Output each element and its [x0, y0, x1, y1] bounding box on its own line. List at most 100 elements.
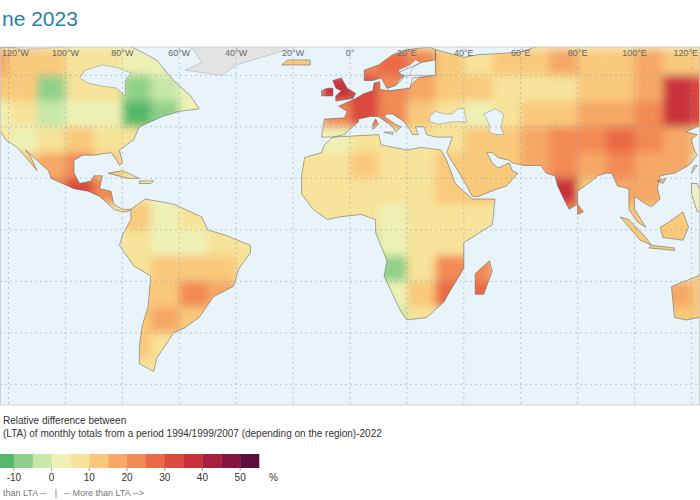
cell: [464, 178, 493, 204]
cell: [435, 204, 464, 230]
cell: [606, 230, 635, 256]
cell: [606, 178, 635, 204]
grid-line: [406, 47, 407, 405]
coastline: [672, 258, 700, 328]
cell: [208, 281, 237, 307]
colorbar-bin: [165, 454, 184, 468]
cell: [151, 333, 180, 359]
cell: [635, 230, 664, 256]
coastline: [384, 132, 393, 135]
cell: [549, 153, 578, 179]
cell: [151, 307, 180, 333]
coastline: [322, 47, 700, 227]
ocean: [0, 47, 700, 405]
cell: [407, 256, 436, 282]
cell: [293, 204, 322, 230]
water: [430, 109, 467, 125]
cell: [464, 256, 493, 282]
legend: Relative difference between (LTA) of mont…: [0, 415, 382, 498]
cell: [663, 204, 692, 230]
cell: [407, 101, 436, 127]
cell: [179, 307, 208, 333]
cell: [94, 204, 123, 230]
cell: [464, 75, 493, 101]
cell: [236, 230, 265, 256]
tick-label: 0°: [346, 48, 355, 58]
cell: [492, 178, 521, 204]
grid-line: [0, 229, 700, 230]
cell: [691, 281, 700, 307]
grid-line: [0, 384, 700, 385]
cell: [464, 127, 493, 153]
cell: [435, 153, 464, 179]
grid-line: [0, 332, 700, 333]
colorbar-tick: [13, 468, 14, 471]
colorbar-tick-label: 10: [84, 472, 96, 483]
cell: [435, 281, 464, 307]
colorbar-tick: [89, 468, 90, 471]
cell: [179, 230, 208, 256]
cell: [435, 230, 464, 256]
cell: [236, 256, 265, 282]
colorbar-tick: [51, 468, 52, 471]
coastline: [657, 178, 666, 183]
legend-title: Relative difference between: [3, 415, 126, 426]
cell: [606, 153, 635, 179]
cell: [122, 178, 151, 204]
grid-line: [463, 47, 464, 405]
cell: [9, 101, 38, 127]
cell: [151, 256, 180, 282]
cell: [9, 75, 38, 101]
coastline: [282, 60, 311, 65]
grid-line: [8, 47, 9, 405]
tick-label: 80°W: [111, 48, 134, 58]
cell: [635, 101, 664, 127]
cell: [521, 127, 550, 153]
colorbar-tick-label: 0: [49, 472, 55, 483]
cell: [322, 204, 351, 230]
tick-label: 20°W: [282, 48, 305, 58]
grid-line: [634, 47, 635, 405]
tick-label: 40°E: [454, 48, 474, 58]
cell: [0, 127, 9, 153]
cell: [549, 101, 578, 127]
cell: [350, 101, 379, 127]
grid-line: [350, 47, 351, 405]
coastline: [302, 135, 496, 320]
colorbar-bin: [108, 454, 127, 468]
tick-label: 100°W: [52, 48, 80, 58]
cell: [464, 204, 493, 230]
map-figure: ne 2023120°W100°W80°W60°W40°W20°W0°20°E4…: [0, 0, 700, 500]
cell: [322, 178, 351, 204]
cell: [122, 307, 151, 333]
colorbar-tick: [202, 468, 203, 471]
cell: [635, 178, 664, 204]
cell: [464, 230, 493, 256]
water: [484, 109, 504, 135]
cell: [350, 50, 379, 76]
cell: [691, 127, 700, 153]
cell: [663, 127, 692, 153]
coastline: [649, 245, 675, 250]
cell: [151, 230, 180, 256]
cell: [350, 204, 379, 230]
map: [0, 47, 700, 405]
tick-label: 60°W: [168, 48, 191, 58]
cell: [578, 127, 607, 153]
colorbar-tick: [127, 468, 128, 471]
grid-line: [179, 47, 180, 405]
cell: [94, 101, 123, 127]
legend-title: (LTA) of monthly totals from a period 19…: [3, 428, 382, 439]
cell: [37, 178, 66, 204]
grid-line: [520, 47, 521, 405]
cell: [65, 101, 94, 127]
cell: [549, 204, 578, 230]
tick-label: 100°E: [622, 48, 647, 58]
cell: [378, 256, 407, 282]
cell: [691, 101, 700, 127]
cell: [663, 230, 692, 256]
coastline: [139, 181, 153, 184]
cell: [350, 127, 379, 153]
colorbar-tick: [240, 468, 241, 471]
cell: [606, 75, 635, 101]
